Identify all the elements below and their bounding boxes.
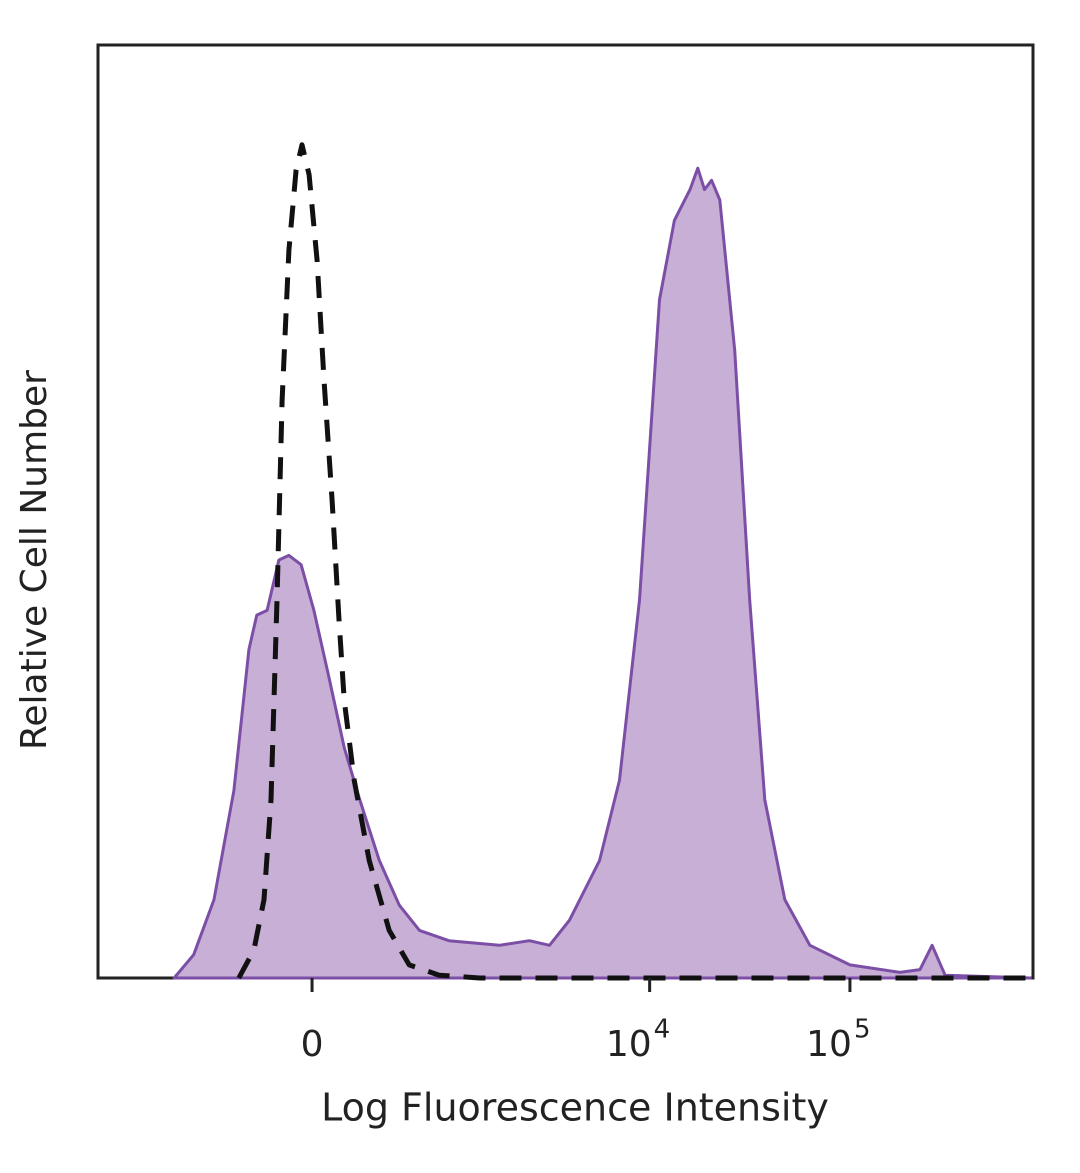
x-axis-label: Log Fluorescence Intensity (321, 1086, 829, 1130)
x-tick-label: 10 (806, 1024, 852, 1065)
dashed-histogram (236, 142, 1031, 981)
x-tick-label: 0 (301, 1024, 324, 1065)
x-tick-label: 10 (606, 1024, 652, 1065)
x-tick-exponent: 4 (654, 1015, 671, 1045)
filled-histogram (172, 166, 1032, 980)
y-axis-label: Relative Cell Number (14, 370, 55, 750)
x-tick-exponent: 5 (854, 1015, 871, 1045)
